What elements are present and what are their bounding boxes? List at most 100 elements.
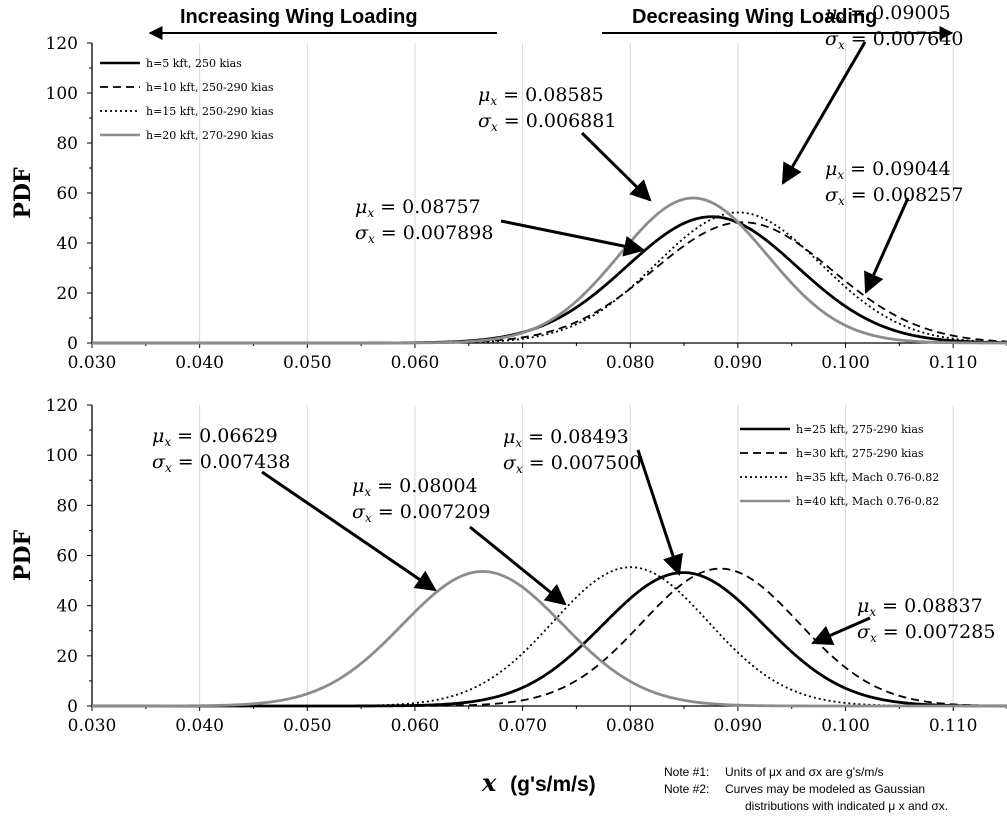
mu-subscript: x xyxy=(515,436,522,450)
sigma-subscript: x xyxy=(165,461,172,475)
y-tick-label: 60 xyxy=(56,547,78,567)
mu-value: = 0.08757 xyxy=(374,196,481,218)
legend-label-4: h=20 kft, 270-290 kias xyxy=(146,129,274,142)
annotation-mu-3: μx = 0.08757 xyxy=(355,196,481,220)
y-tick-label: 120 xyxy=(46,34,78,54)
y-tick-label: 80 xyxy=(56,134,78,154)
y-tick-label: 20 xyxy=(56,647,78,667)
annotation-arrow-4 xyxy=(811,616,871,646)
mu-subscript: x xyxy=(837,12,844,26)
decreasing-wing-loading-label: Decreasing Wing Loading xyxy=(632,6,877,28)
x-axis-units: (g's/m/s) xyxy=(510,773,596,796)
sigma-symbol: σ xyxy=(857,621,871,643)
annotation-mu-2: μx = 0.08004 xyxy=(352,475,478,499)
mu-value: = 0.06629 xyxy=(171,425,278,447)
sigma-symbol: σ xyxy=(825,28,839,50)
y-tick-label: 80 xyxy=(56,496,78,516)
annotation-arrow-3 xyxy=(500,219,646,257)
annotation-mu-2: μx = 0.09005 xyxy=(825,2,951,26)
x-tick-label: 0.080 xyxy=(606,716,655,736)
y-tick-label: 40 xyxy=(56,597,78,617)
annotation-sigma-1: σx = 0.007438 xyxy=(152,451,290,475)
mu-symbol: μ xyxy=(152,425,164,447)
annotation-arrow-2 xyxy=(781,41,867,185)
y-tick-label: 0 xyxy=(67,334,78,354)
x-tick-label: 0.040 xyxy=(175,353,224,373)
note-1-prefix: Note #1: xyxy=(664,765,709,779)
series-line-4 xyxy=(92,570,1007,708)
x-tick-label: 0.060 xyxy=(391,353,440,373)
note-3-text: distributions with indicated μ x and σx. xyxy=(745,799,948,813)
mu-subscript: x xyxy=(367,206,374,220)
legend-label-3: h=35 kft, Mach 0.76-0.82 xyxy=(796,471,939,484)
sigma-value: = 0.007500 xyxy=(523,452,642,474)
sigma-symbol: σ xyxy=(152,451,166,473)
sigma-symbol: σ xyxy=(503,452,517,474)
mu-value: = 0.09044 xyxy=(844,158,951,180)
annotation-sigma-4: σx = 0.008257 xyxy=(825,184,963,208)
x-tick-label: 0.050 xyxy=(283,353,332,373)
x-tick-label: 0.070 xyxy=(498,353,547,373)
series-line-4 xyxy=(92,196,1007,345)
sigma-subscript: x xyxy=(491,120,498,134)
sigma-symbol: σ xyxy=(478,110,492,132)
mu-symbol: μ xyxy=(503,426,515,448)
annotation-sigma-2: σx = 0.007209 xyxy=(352,501,490,525)
x-tick-label: 0.090 xyxy=(714,353,763,373)
x-tick-label: 0.100 xyxy=(821,353,870,373)
sigma-value: = 0.007438 xyxy=(172,451,291,473)
y-tick-label: 60 xyxy=(56,184,78,204)
y-tick-label: 20 xyxy=(56,284,78,304)
annotation-mu-1: μx = 0.06629 xyxy=(152,425,278,449)
series-line-2 xyxy=(92,567,1007,707)
series-line-1 xyxy=(92,571,1007,708)
sigma-value: = 0.007898 xyxy=(375,222,494,244)
y-tick-label: 40 xyxy=(56,234,78,254)
x-axis-variable: x xyxy=(481,768,497,797)
y-tick-label: 100 xyxy=(46,446,78,466)
y-tick-label: 100 xyxy=(46,84,78,104)
mu-subscript: x xyxy=(364,485,371,499)
annotation-mu-1: μx = 0.08585 xyxy=(478,84,604,108)
mu-subscript: x xyxy=(490,94,497,108)
sigma-symbol: σ xyxy=(355,222,369,244)
annotation-sigma-2: σx = 0.007640 xyxy=(825,28,963,52)
x-tick-label: 0.090 xyxy=(714,716,763,736)
x-tick-label: 0.110 xyxy=(929,353,978,373)
annotation-arrow-1 xyxy=(580,131,652,202)
note-2-text: Curves may be modeled as Gaussian xyxy=(725,782,925,796)
sigma-subscript: x xyxy=(870,631,877,645)
note-2-prefix: Note #2: xyxy=(664,782,709,796)
annotation-sigma-3: σx = 0.007898 xyxy=(355,222,493,246)
sigma-symbol: σ xyxy=(352,501,366,523)
series-line-2 xyxy=(92,221,1007,344)
x-tick-label: 0.030 xyxy=(68,353,117,373)
mu-value: = 0.08585 xyxy=(497,84,604,106)
legend-label-4: h=40 kft, Mach 0.76-0.82 xyxy=(796,495,939,508)
x-tick-label: 0.070 xyxy=(498,716,547,736)
mu-value: = 0.09005 xyxy=(844,2,951,24)
x-axis-title: x (g's/m/s) xyxy=(481,768,596,797)
y-axis-title: PDF xyxy=(10,530,36,582)
annotation-arrow-1 xyxy=(261,470,437,592)
mu-symbol: μ xyxy=(857,595,869,617)
annotation-arrow-4 xyxy=(864,197,910,294)
mu-subscript: x xyxy=(164,435,171,449)
sigma-value: = 0.007209 xyxy=(372,501,491,523)
sigma-value: = 0.008257 xyxy=(845,184,964,206)
legend-label-1: h=25 kft, 275-290 kias xyxy=(796,423,924,436)
annotation-sigma-4: σx = 0.007285 xyxy=(857,621,995,645)
x-tick-label: 0.110 xyxy=(929,716,978,736)
x-tick-label: 0.060 xyxy=(391,716,440,736)
sigma-subscript: x xyxy=(368,232,375,246)
annotation-arrow-2 xyxy=(469,525,567,606)
bottom-panel: 0.030 0.040 0.050 0.060 0.070 0.080 0.090 0.100… xyxy=(10,396,1007,736)
annotation-sigma-3: σx = 0.007500 xyxy=(503,452,641,476)
sigma-subscript: x xyxy=(365,511,372,525)
annotation-mu-3: μx = 0.08493 xyxy=(503,426,629,450)
legend-label-2: h=10 kft, 250-290 kias xyxy=(146,81,274,94)
mu-symbol: μ xyxy=(355,196,367,218)
legend-label-2: h=30 kft, 275-290 kias xyxy=(796,447,924,460)
